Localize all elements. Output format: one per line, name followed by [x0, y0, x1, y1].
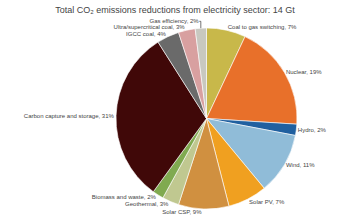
svg-text:Wind, 11%: Wind, 11% [286, 162, 315, 168]
svg-text:Solar PV, 7%: Solar PV, 7% [249, 199, 285, 205]
svg-text:Carbon capture and storage, 31: Carbon capture and storage, 31% [24, 113, 115, 119]
svg-text:Coal to gas switching, 7%: Coal to gas switching, 7% [228, 24, 297, 30]
svg-text:Hydro, 2%: Hydro, 2% [298, 127, 327, 133]
svg-text:Geothermal, 3%: Geothermal, 3% [125, 201, 169, 207]
svg-text:IGCC coal, 4%: IGCC coal, 4% [126, 31, 166, 37]
svg-text:Total CO₂ emissions reductions: Total CO₂ emissions reductions from elec… [55, 5, 295, 15]
svg-text:Gas efficiency, 2%: Gas efficiency, 2% [150, 18, 200, 24]
svg-text:Nuclear, 19%: Nuclear, 19% [286, 69, 322, 75]
svg-text:Ultra/supercritical coal, 3%: Ultra/supercritical coal, 3% [114, 24, 186, 30]
svg-text:Solar CSP, 9%: Solar CSP, 9% [162, 209, 202, 215]
svg-text:Biomass and waste, 2%: Biomass and waste, 2% [92, 194, 157, 200]
